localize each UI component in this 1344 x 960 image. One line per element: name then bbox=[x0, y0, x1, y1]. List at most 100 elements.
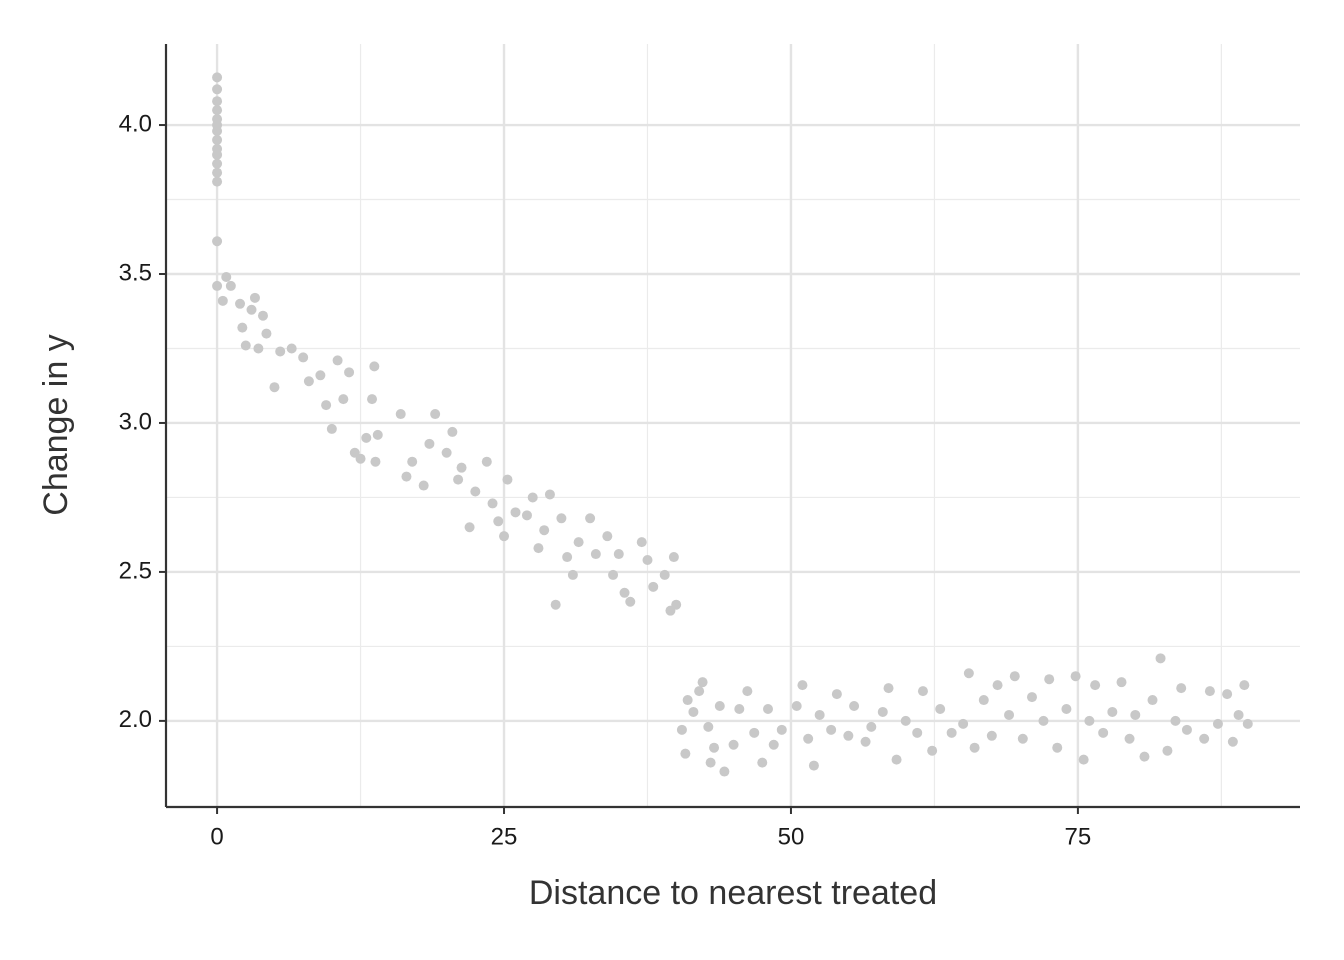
point bbox=[1139, 751, 1150, 762]
point bbox=[441, 447, 452, 458]
y-tick-label: 4.0 bbox=[119, 110, 152, 137]
y-tick-label: 3.5 bbox=[119, 259, 152, 286]
point bbox=[562, 552, 573, 563]
point bbox=[849, 701, 860, 712]
point bbox=[1162, 745, 1173, 756]
point bbox=[877, 706, 888, 717]
point bbox=[395, 409, 406, 420]
point bbox=[430, 409, 441, 420]
point bbox=[212, 105, 223, 116]
point bbox=[935, 703, 946, 714]
point bbox=[527, 492, 538, 503]
point bbox=[240, 340, 251, 351]
point bbox=[757, 757, 768, 768]
point bbox=[676, 724, 687, 735]
point bbox=[221, 271, 232, 282]
point bbox=[694, 686, 705, 697]
y-axis-title: Change in y bbox=[37, 334, 75, 515]
point bbox=[237, 322, 248, 333]
point bbox=[369, 361, 380, 372]
point bbox=[212, 280, 223, 291]
point bbox=[212, 149, 223, 160]
point bbox=[1078, 754, 1089, 765]
point bbox=[1242, 718, 1253, 729]
point bbox=[883, 683, 894, 694]
point bbox=[303, 376, 314, 387]
point bbox=[602, 531, 613, 542]
point bbox=[912, 727, 923, 738]
point bbox=[1044, 674, 1055, 685]
point bbox=[590, 549, 601, 560]
point bbox=[843, 730, 854, 741]
point bbox=[344, 367, 355, 378]
point bbox=[613, 549, 624, 560]
point bbox=[370, 456, 381, 467]
point bbox=[1204, 686, 1215, 697]
point bbox=[680, 748, 691, 759]
point bbox=[682, 695, 693, 706]
point bbox=[1098, 727, 1109, 738]
point bbox=[636, 537, 647, 548]
point bbox=[992, 680, 1003, 691]
point bbox=[447, 426, 458, 437]
point bbox=[212, 96, 223, 107]
point bbox=[1227, 736, 1238, 747]
x-tick-label: 25 bbox=[491, 823, 518, 850]
point bbox=[361, 432, 372, 443]
point bbox=[969, 742, 980, 753]
point bbox=[1017, 733, 1028, 744]
point bbox=[269, 382, 280, 393]
point bbox=[1026, 692, 1037, 703]
point bbox=[257, 310, 268, 321]
point bbox=[814, 709, 825, 720]
point bbox=[544, 489, 555, 500]
point bbox=[533, 543, 544, 554]
point bbox=[688, 706, 699, 717]
point bbox=[550, 599, 561, 610]
point bbox=[573, 537, 584, 548]
point bbox=[499, 531, 510, 542]
point bbox=[900, 715, 911, 726]
point bbox=[1004, 709, 1015, 720]
x-tick-label: 50 bbox=[778, 823, 805, 850]
point bbox=[418, 480, 429, 491]
point bbox=[367, 394, 378, 405]
point bbox=[719, 766, 730, 777]
point bbox=[510, 507, 521, 518]
point bbox=[217, 295, 228, 306]
point bbox=[212, 236, 223, 247]
point bbox=[1199, 733, 1210, 744]
point bbox=[728, 739, 739, 750]
x-tick-label: 75 bbox=[1065, 823, 1092, 850]
point bbox=[424, 438, 435, 449]
point bbox=[831, 689, 842, 700]
point bbox=[705, 757, 716, 768]
point bbox=[1038, 715, 1049, 726]
point bbox=[891, 754, 902, 765]
x-tick-label: 0 bbox=[210, 823, 223, 850]
point bbox=[249, 292, 260, 303]
point bbox=[1233, 709, 1244, 720]
point bbox=[326, 423, 337, 434]
point bbox=[315, 370, 326, 381]
point bbox=[1061, 703, 1072, 714]
point bbox=[648, 581, 659, 592]
point bbox=[808, 760, 819, 771]
point bbox=[803, 733, 814, 744]
point bbox=[1170, 715, 1181, 726]
point bbox=[212, 167, 223, 178]
point bbox=[1181, 724, 1192, 735]
point bbox=[1090, 680, 1101, 691]
point bbox=[487, 498, 498, 509]
point bbox=[1107, 706, 1118, 717]
point bbox=[659, 569, 670, 580]
point bbox=[668, 552, 679, 563]
point bbox=[1239, 680, 1250, 691]
point bbox=[225, 280, 236, 291]
point bbox=[502, 474, 513, 485]
point bbox=[1009, 671, 1020, 682]
point bbox=[1212, 718, 1223, 729]
point bbox=[1155, 653, 1166, 664]
point bbox=[986, 730, 997, 741]
